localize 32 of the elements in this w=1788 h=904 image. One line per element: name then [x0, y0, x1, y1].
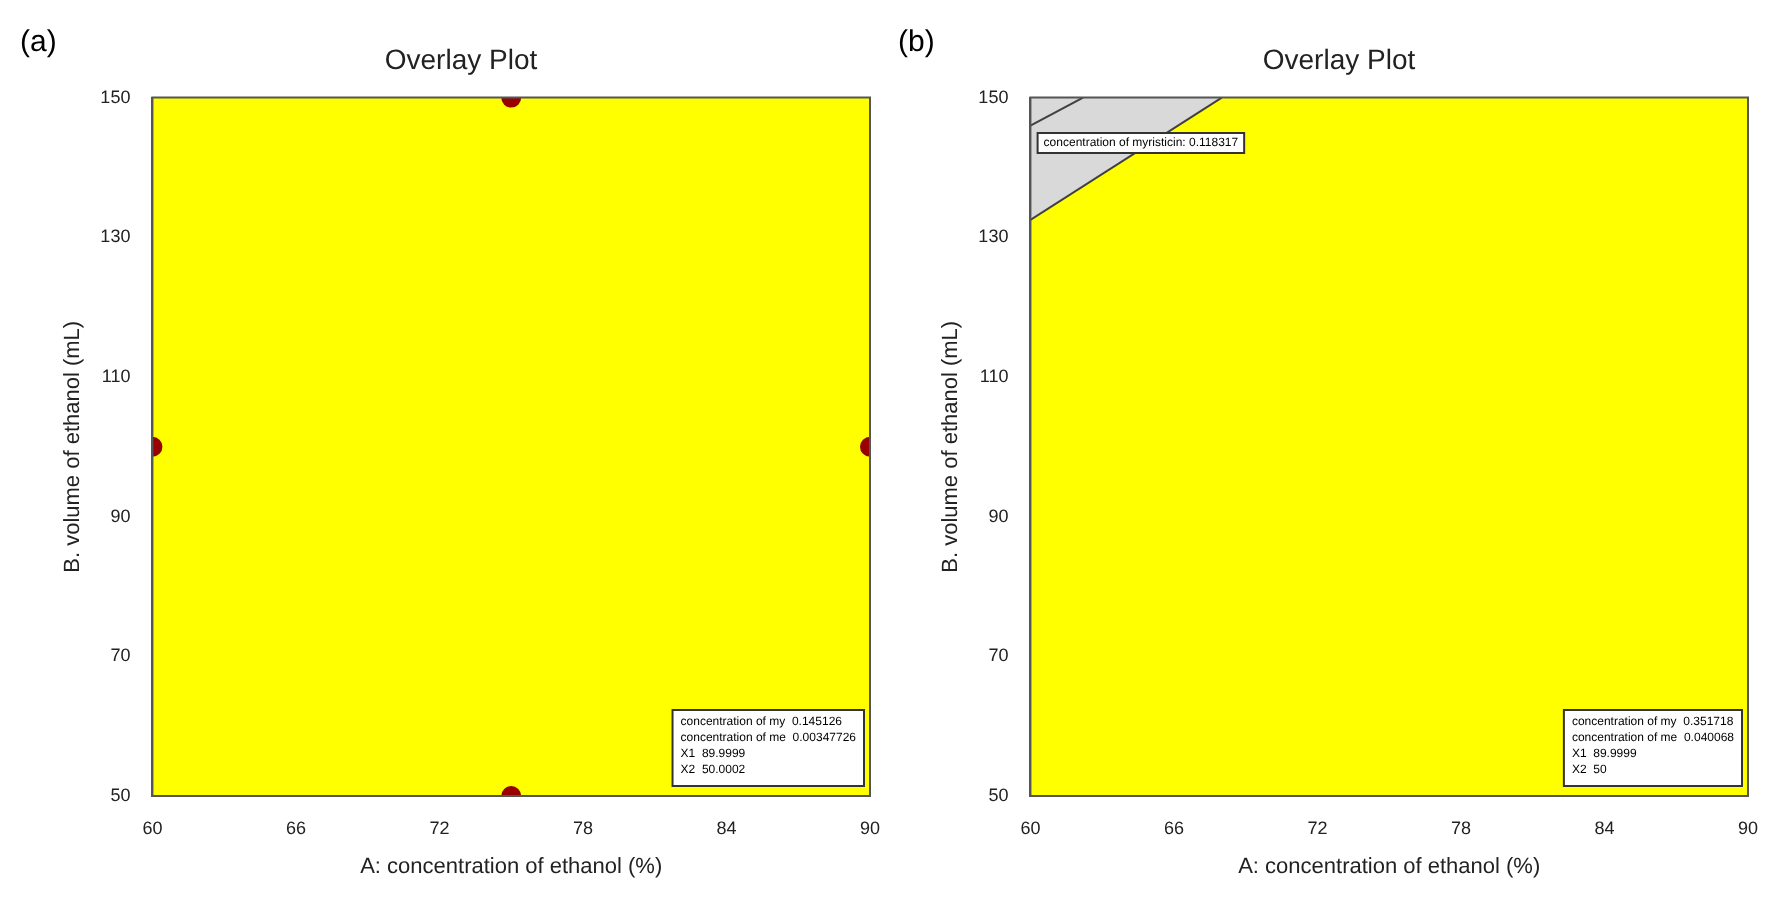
y-tick-label: 70	[988, 645, 1009, 666]
y-tick-label: 150	[978, 86, 1009, 107]
x-tick-label: 90	[859, 817, 881, 838]
y-tick-label: 50	[110, 784, 131, 805]
y-tick-label: 110	[979, 365, 1009, 386]
x-tick-label: 84	[1594, 817, 1615, 838]
text: (b)	[898, 25, 935, 60]
chart-title: Overlay Plot	[1262, 42, 1416, 75]
x-tick-label: 72	[429, 817, 450, 838]
y-tick-label: 150	[100, 86, 131, 107]
x-axis-title: A: concentration of ethanol (%)	[1238, 854, 1541, 879]
y-tick-label: 50	[988, 784, 1009, 805]
y-axis-title: B. volume of ethanol (mL)	[939, 320, 964, 573]
y-tick-label: 130	[978, 226, 1009, 247]
x-tick-label: 84	[716, 817, 737, 838]
text: (a)	[20, 25, 57, 60]
x-tick-label: 66	[1163, 817, 1184, 838]
y-tick-label: 110	[101, 365, 131, 386]
y-axis-title: B. volume of ethanol (mL)	[61, 320, 86, 573]
y-tick-label: 70	[110, 645, 131, 666]
x-tick-label: 78	[1450, 817, 1471, 838]
x-tick-label: 60	[1020, 817, 1041, 838]
x-tick-label: 78	[572, 817, 593, 838]
x-tick-label: 90	[1737, 817, 1759, 838]
y-tick-label: 90	[988, 505, 1009, 526]
y-tick-label: 130	[100, 226, 131, 247]
x-tick-label: 60	[142, 817, 163, 838]
y-tick-label: 90	[110, 505, 131, 526]
x-axis-title: A: concentration of ethanol (%)	[360, 854, 663, 879]
x-tick-label: 66	[285, 817, 306, 838]
chart-title: Overlay Plot	[384, 42, 538, 75]
x-tick-label: 72	[1307, 817, 1328, 838]
